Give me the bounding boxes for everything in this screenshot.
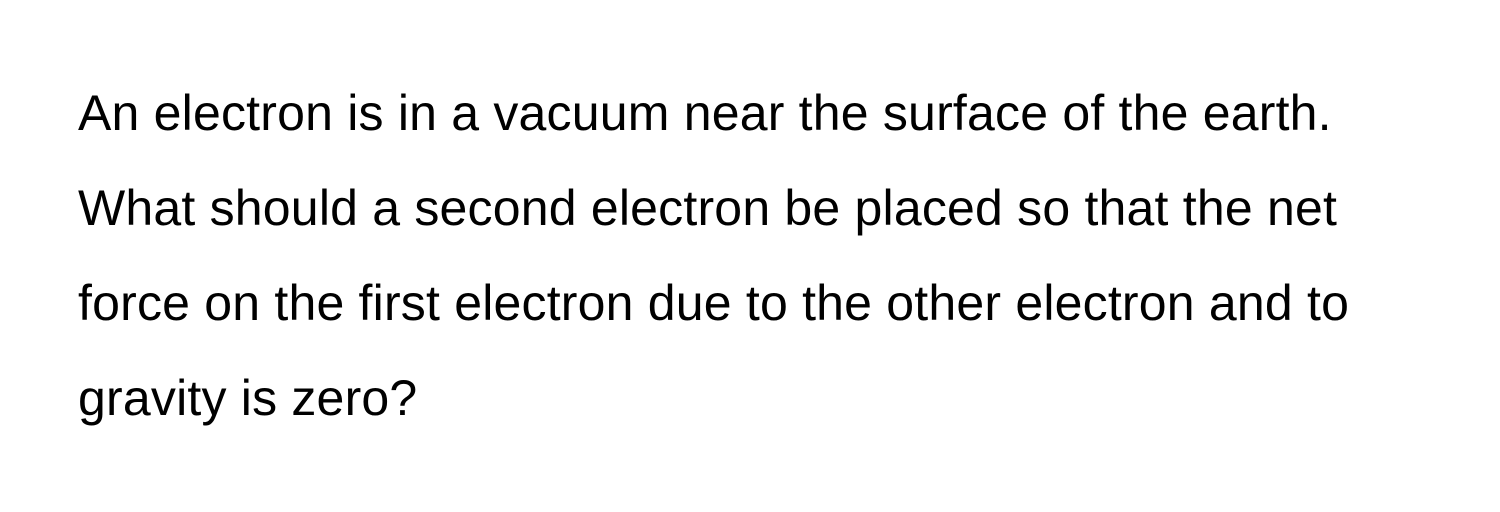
- physics-question-text: An electron is in a vacuum near the surf…: [78, 66, 1422, 446]
